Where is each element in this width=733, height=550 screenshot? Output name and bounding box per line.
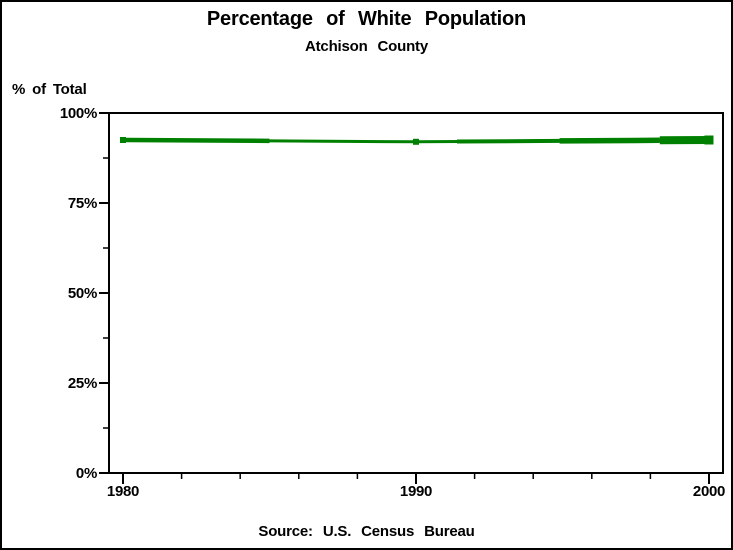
x-tick-label: 2000 (693, 483, 725, 500)
data-point-marker (704, 135, 714, 145)
data-line-segment (559, 137, 660, 144)
y-tick-label: 50% (68, 285, 97, 302)
x-tick-label: 1990 (400, 483, 432, 500)
data-point-marker (413, 138, 419, 145)
source-footnote: Source: U.S. Census Bureau (258, 523, 475, 540)
data-point-marker (120, 137, 126, 143)
y-tick-label: 100% (60, 105, 97, 122)
data-line-segment (122, 137, 270, 144)
chart-subtitle: Atchison County (305, 38, 428, 55)
x-tick-label: 1980 (107, 483, 139, 500)
y-tick-label: 75% (68, 195, 97, 212)
data-line-segment (457, 138, 560, 144)
chart-title: Percentage of White Population (206, 8, 527, 30)
y-tick-label: 0% (76, 465, 97, 482)
plot-frame (108, 112, 724, 474)
y-tick-label: 25% (68, 375, 97, 392)
y-axis-label: % of Total (12, 81, 87, 98)
